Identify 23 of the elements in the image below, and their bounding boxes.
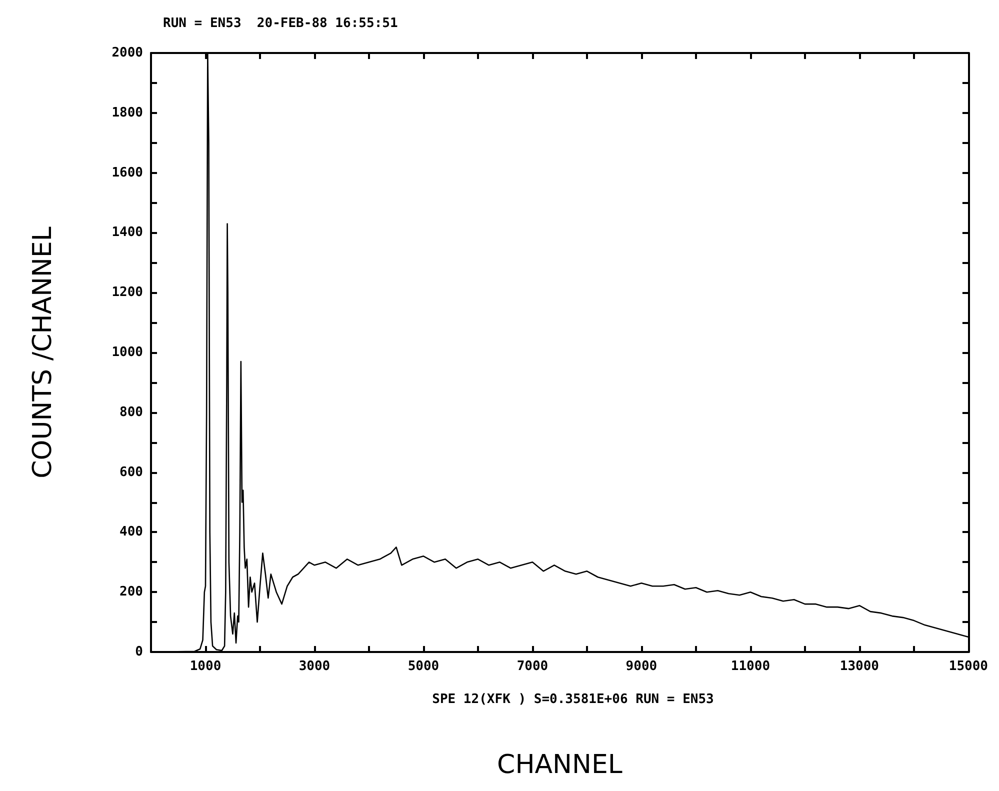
- text: SPE 12(XFK ) S=0.3581E+06 RUN = EN53: [432, 692, 714, 707]
- x-tick-label: 3000: [298, 659, 330, 674]
- y-tick-label: 2000: [112, 46, 144, 60]
- y-axis-title: COUNTS /CHANNEL: [28, 226, 58, 478]
- y-tick-label: 1200: [112, 285, 144, 300]
- x-tick-label: 5000: [408, 659, 440, 674]
- x-tick-label: 13000: [840, 659, 880, 674]
- x-tick-label: 15000: [948, 659, 988, 674]
- x-tick-label: 1000: [190, 659, 222, 674]
- y-tick-label: 1400: [112, 225, 144, 240]
- x-tick-label: 9000: [626, 659, 658, 674]
- x-tick-label: 11000: [730, 659, 770, 674]
- y-tick-label: 1800: [112, 105, 144, 120]
- y-tick-label: 600: [120, 464, 144, 480]
- y-tick-label: 0: [135, 644, 144, 660]
- y-tick-label: 400: [120, 524, 144, 540]
- y-tick-label: 800: [120, 404, 144, 420]
- y-tick-label: 200: [120, 584, 144, 600]
- y-tick-label: 1000: [112, 345, 144, 360]
- x-tick-label: 7000: [516, 659, 548, 674]
- chart-title: RUN = EN53 20-FEB-88 16:55:51: [163, 16, 398, 31]
- y-tick-label: 1600: [112, 165, 144, 180]
- x-axis-title: CHANNEL: [497, 750, 623, 780]
